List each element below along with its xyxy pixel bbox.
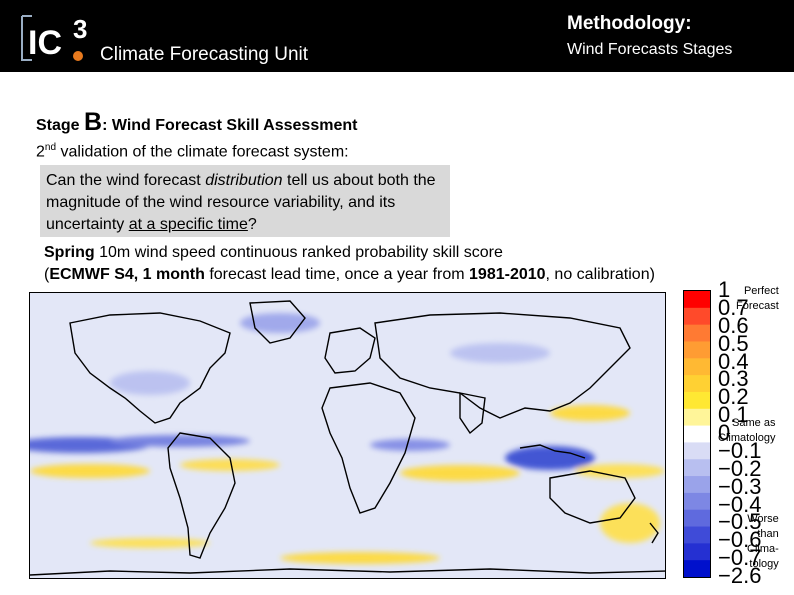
svg-text:IC: IC: [28, 24, 62, 62]
caption-season: Spring: [44, 244, 95, 261]
caption-line-2: (ECMWF S4, 1 month forecast lead time, o…: [44, 266, 655, 284]
question-underline: at a specific time: [128, 216, 248, 233]
question-part5: ?: [247, 216, 257, 233]
colorbar-segment: [684, 543, 710, 561]
caption-line-1: Spring 10m wind speed continuous ranked …: [44, 244, 503, 262]
question-part3: tell us about both the magnitude of the …: [46, 172, 436, 233]
colorbar-tick-label: 1: [718, 277, 731, 302]
note-climatology-line1: Same as: [732, 417, 776, 429]
colorbar-segment: [684, 492, 710, 511]
colorbar-segment: [684, 476, 710, 494]
colorbar-tick-label: 0.5: [718, 330, 749, 356]
note-worse: Worse than Clima- tology: [747, 512, 779, 572]
colorbar-tick-label: 0.1: [718, 402, 749, 428]
stage-heading: Stage B: Wind Forecast Skill Assessment: [36, 108, 357, 137]
colorbar-tick-label: −0.4: [718, 491, 762, 517]
question-part1: Can the wind forecast: [46, 172, 206, 189]
colorbar-tick-label: −0.1: [718, 437, 762, 463]
stage-prefix: Stage: [36, 117, 80, 134]
note-climatology-line2: Climatology: [718, 432, 776, 444]
colorbar-tick-label: −0.3: [718, 473, 762, 499]
question-emphasis: distribution: [205, 172, 283, 189]
colorbar-tick-label: −2.6: [718, 563, 762, 588]
caption-paren: (: [44, 266, 50, 283]
colorbar-svg: [684, 291, 710, 578]
svg-text:3: 3: [73, 14, 87, 44]
validation-line: 2nd validation of the climate forecast s…: [36, 142, 349, 161]
colorbar-tick-label: −0.5: [718, 509, 762, 535]
methodology-subtitle: Wind Forecasts Stages: [567, 41, 733, 58]
colorbar-tick-label: 0.7: [718, 294, 749, 320]
validation-text: validation of the climate forecast syste…: [56, 143, 349, 161]
colorbar-segment: [684, 509, 710, 528]
colorbar-tick-label: −0.6: [718, 527, 762, 553]
validation-sup: nd: [44, 142, 57, 153]
colorbar-segment: [684, 324, 710, 342]
colorbar-segment: [684, 459, 710, 477]
unit-name: Climate Forecasting Unit: [100, 44, 309, 65]
note-worse-line4: tology: [749, 558, 779, 570]
coastlines: [30, 300, 665, 576]
caption-calibration: , no calibration): [545, 266, 655, 283]
note-worse-line1: Worse: [747, 513, 779, 525]
colorbar-segment: [684, 442, 710, 460]
skill-score-map: [29, 292, 666, 579]
colorbar-tick-label: 0.6: [718, 312, 749, 338]
colorbar-segment: [684, 391, 710, 410]
colorbar-segment: [684, 526, 710, 544]
note-perfect: Perfect Forecast: [736, 284, 779, 314]
question-box: Can the wind forecast distribution tell …: [40, 165, 450, 237]
skill-patches: [30, 313, 665, 564]
note-perfect-line1: Perfect: [743, 285, 779, 297]
validation-num: 2: [36, 143, 45, 161]
world-map-svg: [30, 293, 665, 578]
colorbar-tick-label: −0.7: [718, 545, 762, 571]
caption-lead: forecast lead time, once a year from: [204, 266, 470, 283]
caption-model: ECMWF S4, 1 month: [49, 266, 205, 283]
header-bar: IC 3 Climate Forecasting Unit Methodolog…: [0, 0, 794, 72]
colorbar-tick-label: 0: [718, 420, 731, 445]
stage-title: : Wind Forecast Skill Assessment: [102, 117, 358, 134]
colorbar-segment: [684, 307, 710, 326]
note-worse-line2: than: [757, 528, 779, 540]
colorbar-segment: [684, 408, 710, 427]
stage-letter: B: [84, 108, 103, 136]
colorbar-segment: [684, 291, 710, 309]
colorbar-segment: [684, 375, 710, 393]
note-worse-line3: Clima-: [747, 543, 779, 555]
colorbar-tick-label: 0.3: [718, 366, 749, 392]
note-climatology: Same as Climatology: [718, 416, 775, 446]
caption-variable: 10m wind speed continuous ranked probabi…: [94, 244, 503, 261]
colorbar-segment: [684, 560, 710, 578]
colorbar-tick-label: 0.4: [718, 348, 749, 374]
note-perfect-line2: Forecast: [736, 300, 779, 312]
colorbar-tick-label: 0.2: [718, 384, 749, 410]
colorbar-tick-label: −0.2: [718, 455, 762, 481]
colorbar-segment: [684, 341, 710, 359]
colorbar-segment: [684, 425, 710, 443]
caption-period: 1981-2010: [469, 266, 546, 283]
methodology-title: Methodology:: [567, 13, 692, 34]
ic3-logo: IC 3: [21, 14, 87, 62]
colorbar: [683, 290, 711, 578]
colorbar-segment: [684, 358, 710, 376]
